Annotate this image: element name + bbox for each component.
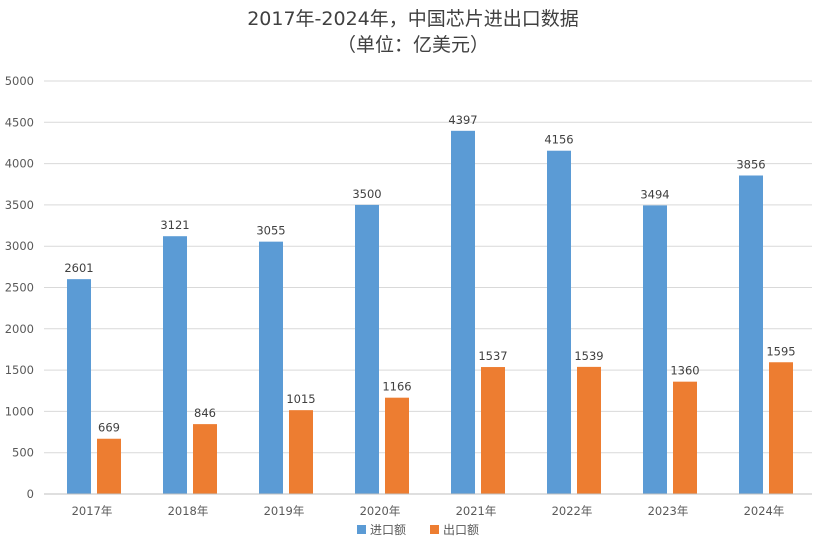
- bar-export: [673, 381, 697, 494]
- x-tick-label: 2023年: [648, 504, 689, 518]
- data-label: 4156: [544, 133, 573, 147]
- bar-import: [67, 279, 91, 494]
- y-tick-label: 4000: [5, 157, 34, 171]
- x-tick-label: 2018年: [168, 504, 209, 518]
- data-label: 1595: [766, 344, 795, 358]
- data-label: 1539: [574, 349, 603, 363]
- bar-import: [163, 236, 187, 495]
- bar-export: [577, 366, 601, 494]
- y-tick-label: 2500: [5, 281, 34, 295]
- data-label: 3121: [160, 218, 189, 232]
- data-label: 2601: [64, 261, 93, 275]
- chart-title-block: 2017年-2024年，中国芯片进出口数据 （单位：亿美元）: [0, 6, 826, 58]
- data-label: 1537: [478, 349, 507, 363]
- x-tick-label: 2022年: [552, 504, 593, 518]
- data-label: 3055: [256, 224, 285, 238]
- y-tick-label: 5000: [5, 74, 34, 88]
- y-tick-label: 3000: [5, 239, 34, 253]
- legend-label: 进口额: [370, 523, 406, 537]
- y-tick-label: 1500: [5, 363, 34, 377]
- data-label: 3856: [736, 157, 765, 171]
- bar-import: [643, 205, 667, 494]
- legend-swatch: [357, 525, 366, 534]
- y-tick-label: 1000: [5, 404, 34, 418]
- data-label: 1015: [286, 392, 315, 406]
- y-tick-label: 500: [12, 446, 34, 460]
- data-label: 4397: [448, 113, 477, 127]
- x-tick-label: 2017年: [72, 504, 113, 518]
- x-tick-label: 2020年: [360, 504, 401, 518]
- data-label: 1360: [670, 364, 699, 378]
- y-tick-label: 0: [27, 487, 34, 501]
- bar-export: [193, 424, 217, 494]
- chart-title: 2017年-2024年，中国芯片进出口数据: [247, 8, 579, 30]
- bar-import: [451, 130, 475, 494]
- x-tick-label: 2024年: [744, 504, 785, 518]
- bar-export: [289, 410, 313, 494]
- bar-import: [739, 175, 763, 495]
- legend-label: 出口额: [443, 523, 479, 537]
- bar-export: [97, 438, 121, 494]
- bar-import: [355, 204, 379, 494]
- data-label: 3500: [352, 187, 381, 201]
- bar-import: [547, 150, 571, 494]
- bar-export: [481, 367, 505, 494]
- bar-import: [259, 241, 283, 494]
- x-tick-label: 2021年: [456, 504, 497, 518]
- data-label: 3494: [640, 187, 669, 201]
- bar-export: [385, 397, 409, 494]
- y-tick-label: 4500: [5, 115, 34, 129]
- y-tick-label: 2000: [5, 322, 34, 336]
- y-tick-label: 3500: [5, 198, 34, 212]
- bar-export: [769, 362, 793, 494]
- data-label: 1166: [382, 380, 411, 394]
- x-tick-label: 2019年: [264, 504, 305, 518]
- data-label: 669: [98, 421, 120, 435]
- legend-swatch: [430, 525, 439, 534]
- data-label: 846: [194, 406, 216, 420]
- chart-subtitle: （单位：亿美元）: [336, 34, 489, 56]
